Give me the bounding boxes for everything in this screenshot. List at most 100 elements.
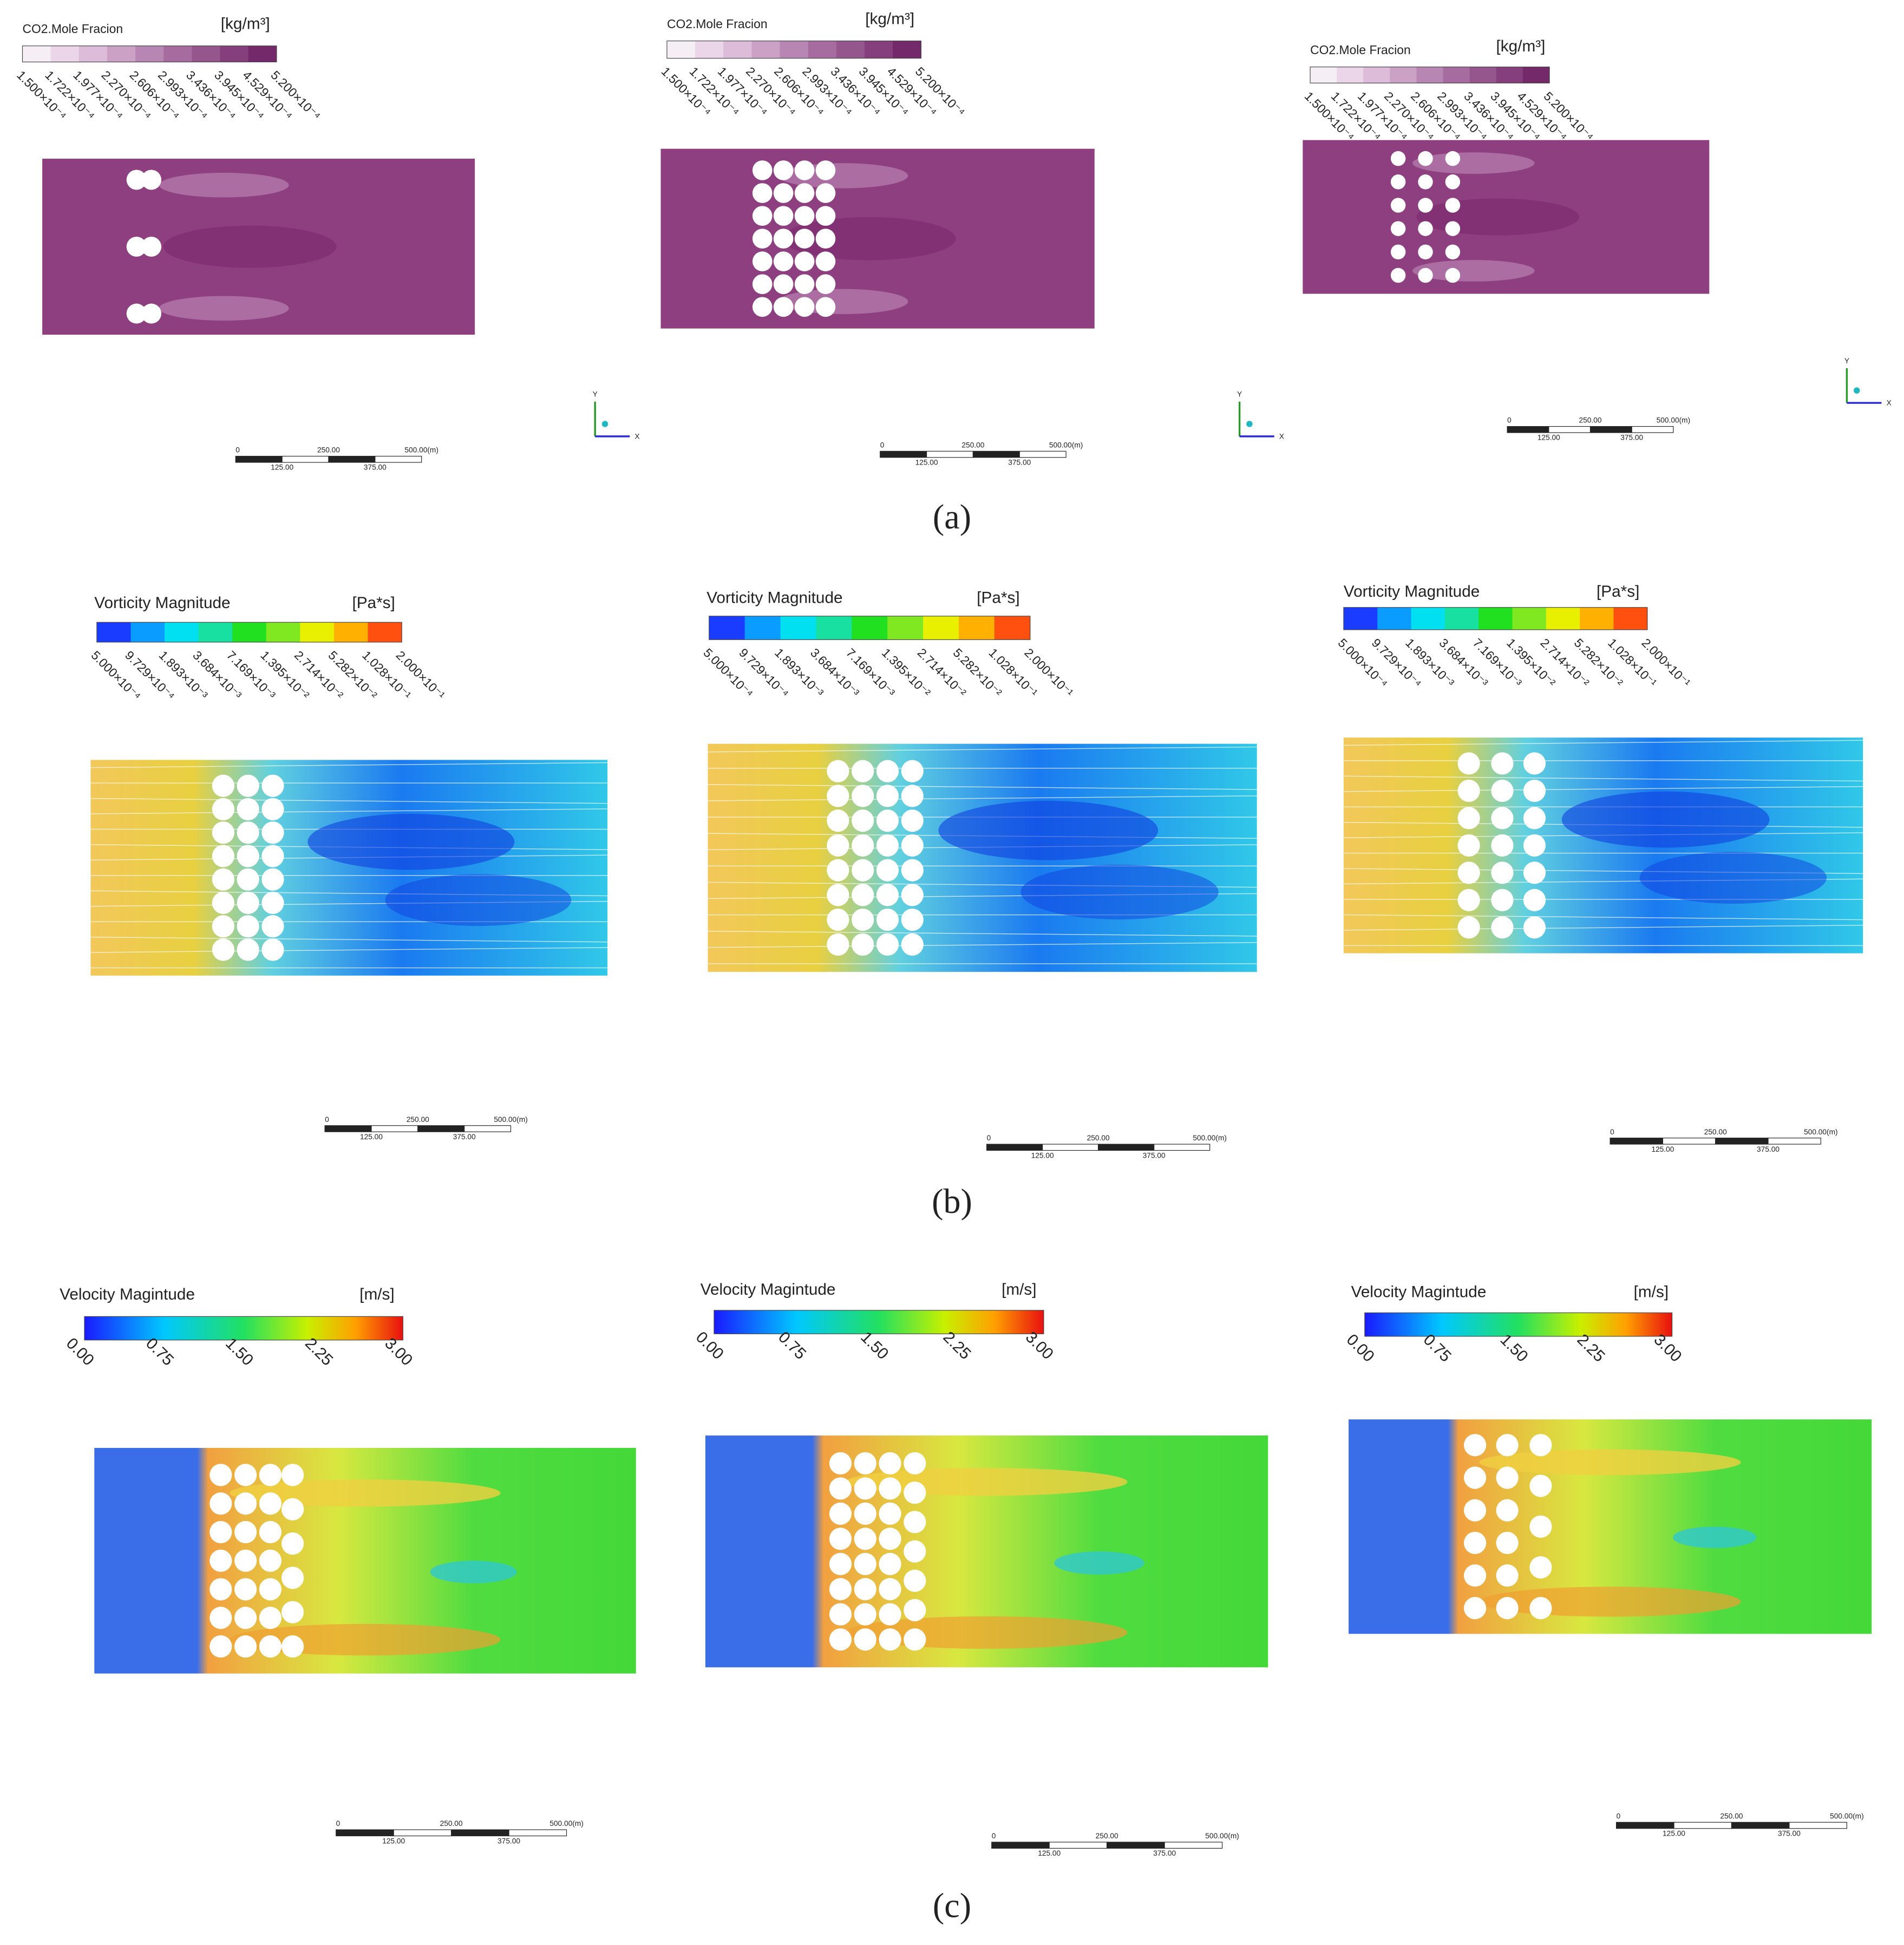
cylinder xyxy=(879,1452,901,1475)
scale-label: 0 xyxy=(992,1832,996,1840)
cylinder xyxy=(1523,807,1546,830)
cylinder xyxy=(876,859,899,882)
cylinder xyxy=(1418,244,1433,260)
cylinder xyxy=(901,834,924,857)
cylinder xyxy=(829,1477,852,1500)
color-bar-segment xyxy=(695,41,724,58)
color-bar-segment xyxy=(135,45,164,62)
scale-segment xyxy=(393,1829,452,1837)
cylinder xyxy=(752,251,773,272)
panel-label: (c) xyxy=(933,1886,971,1924)
cylinder xyxy=(281,1601,304,1623)
cylinder xyxy=(212,774,234,797)
contour-domain xyxy=(708,743,1257,972)
cylinder xyxy=(879,1502,901,1525)
scale-label: 375.00 xyxy=(1757,1145,1779,1153)
scale-segment xyxy=(1731,1822,1790,1829)
cylinder xyxy=(1496,1597,1519,1620)
streamline xyxy=(708,784,1257,790)
scale-label: 375.00 xyxy=(1620,434,1643,442)
cylinder xyxy=(1496,1564,1519,1587)
cylinder xyxy=(773,229,794,249)
cylinder xyxy=(1464,1564,1487,1587)
cylinder xyxy=(1496,1531,1519,1555)
cylinder xyxy=(752,274,773,295)
cylinder xyxy=(854,1452,876,1475)
color-bar-segment xyxy=(1411,607,1445,630)
legend-title: Vorticity Magnitude xyxy=(706,589,842,607)
legend-unit: [m/s] xyxy=(1634,1283,1669,1301)
cylinder xyxy=(1418,151,1433,166)
scale-label: 125.00 xyxy=(1651,1145,1674,1153)
cylinder xyxy=(234,1607,257,1629)
scale-label: 500.00(m) xyxy=(1205,1832,1239,1840)
cylinder xyxy=(876,810,899,832)
cylinder xyxy=(212,821,234,844)
scale-segment xyxy=(235,455,283,463)
color-bar-segment xyxy=(1613,607,1648,630)
color-bar-segment xyxy=(198,622,233,642)
cylinder xyxy=(1491,834,1514,857)
streamline xyxy=(1343,775,1863,782)
scale-label: 125.00 xyxy=(382,1837,405,1845)
color-bar-segment xyxy=(1522,67,1550,83)
scale-segment xyxy=(1098,1144,1155,1151)
legend-unit: [kg/m³] xyxy=(865,10,914,28)
cylinder xyxy=(1529,1556,1552,1579)
streamline xyxy=(708,930,1257,937)
color-bar-segment xyxy=(163,45,193,62)
scale-label: 375.00 xyxy=(498,1837,520,1845)
streamline xyxy=(90,936,608,943)
color-bar-segment xyxy=(744,616,781,640)
cylinder xyxy=(876,834,899,857)
scale-label: 500.00(m) xyxy=(1193,1134,1227,1142)
scale-label: 500.00(m) xyxy=(1830,1812,1864,1820)
color-bar-segment xyxy=(164,622,199,642)
cylinder xyxy=(281,1464,304,1486)
scale-label: 125.00 xyxy=(1537,434,1560,442)
axis-label: Y xyxy=(1237,390,1242,399)
scale-label: 500.00(m) xyxy=(549,1819,584,1827)
cylinder xyxy=(210,1520,232,1544)
cylinder xyxy=(852,810,874,832)
scale-segment xyxy=(1589,426,1632,433)
legend-unit: [Pa*s] xyxy=(352,594,395,612)
cylinder xyxy=(829,1528,852,1550)
streamline xyxy=(1343,740,1863,746)
color-bar-segment xyxy=(232,622,267,642)
cylinder xyxy=(876,884,899,906)
cylinder xyxy=(752,183,773,203)
color-bar-segment xyxy=(723,41,753,58)
cylinder xyxy=(126,303,147,324)
color-bar-segment xyxy=(1444,607,1479,630)
cylinder xyxy=(904,1540,926,1563)
legend-unit: [Pa*s] xyxy=(1597,583,1639,601)
scale-segment xyxy=(1609,1138,1664,1145)
scale-segment xyxy=(880,451,927,458)
cylinder xyxy=(1445,198,1461,213)
cylinder xyxy=(141,237,161,257)
cylinder xyxy=(1457,834,1480,857)
cylinder xyxy=(852,834,874,857)
scale-label: 125.00 xyxy=(360,1133,383,1141)
cylinder xyxy=(876,933,899,956)
wake xyxy=(1673,1526,1757,1548)
scale-label: 250.00 xyxy=(1087,1134,1110,1142)
cylinder xyxy=(879,1578,901,1601)
cylinder xyxy=(773,206,794,226)
scale-label: 375.00 xyxy=(1153,1849,1176,1857)
scale-segment xyxy=(926,451,973,458)
cylinder xyxy=(827,933,849,956)
cylinder xyxy=(901,933,924,956)
scale-label: 375.00 xyxy=(1778,1830,1801,1838)
color-bar-frame xyxy=(1310,67,1550,83)
legend-title: CO2.Mole Fracion xyxy=(22,22,123,36)
scale-segment xyxy=(282,455,329,463)
cylinder xyxy=(1418,198,1433,213)
cylinder xyxy=(794,229,815,249)
cylinder xyxy=(1457,779,1480,802)
axis-label: X xyxy=(634,432,639,440)
color-bar-segment xyxy=(887,616,924,640)
color-bar-segment xyxy=(751,41,781,58)
